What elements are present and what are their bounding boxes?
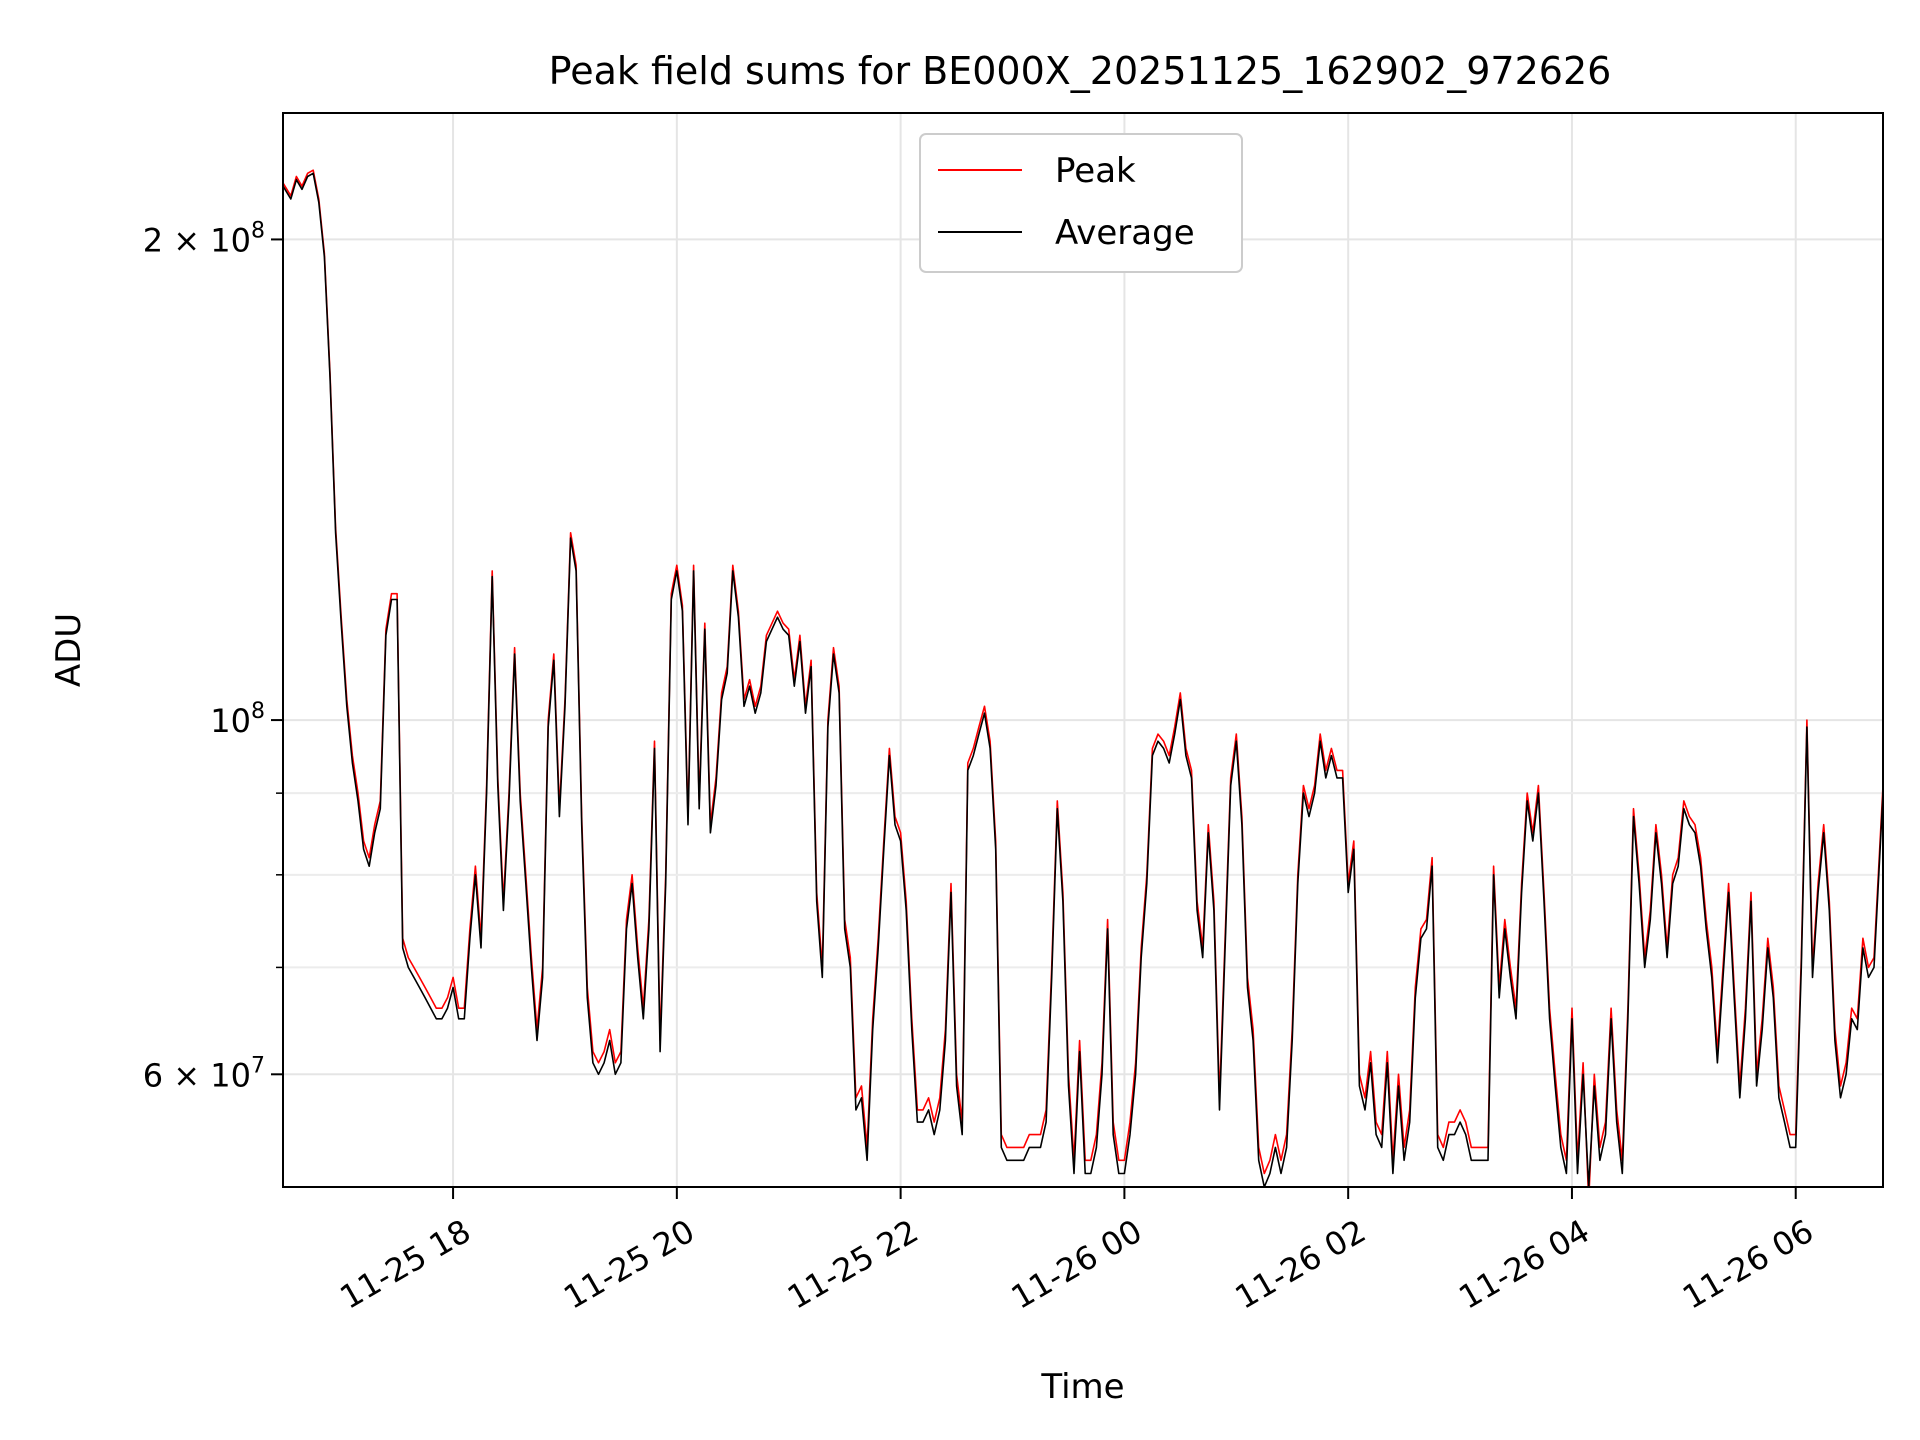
legend-label-average: Average — [1055, 213, 1195, 253]
legend-label-peak: Peak — [1055, 151, 1136, 191]
y-axis-label: ADU — [49, 613, 89, 687]
y-axis-ticks: 6 × 107 108 2 × 108 — [143, 218, 283, 1094]
y-tick-label: 2 × 108 — [143, 218, 265, 259]
series-line-average — [283, 172, 1883, 1187]
y-tick-label: 6 × 107 — [143, 1053, 265, 1094]
legend-box — [919, 133, 1243, 273]
plot-series — [283, 169, 1883, 1187]
y-tick-label: 108 — [210, 699, 265, 740]
x-axis-label: Time — [1040, 1367, 1124, 1407]
plot-frame — [282, 112, 1884, 1188]
chart-title: Peak field sums for BE000X_20251125_1629… — [549, 49, 1612, 93]
legend: Peak Average — [919, 133, 1243, 273]
